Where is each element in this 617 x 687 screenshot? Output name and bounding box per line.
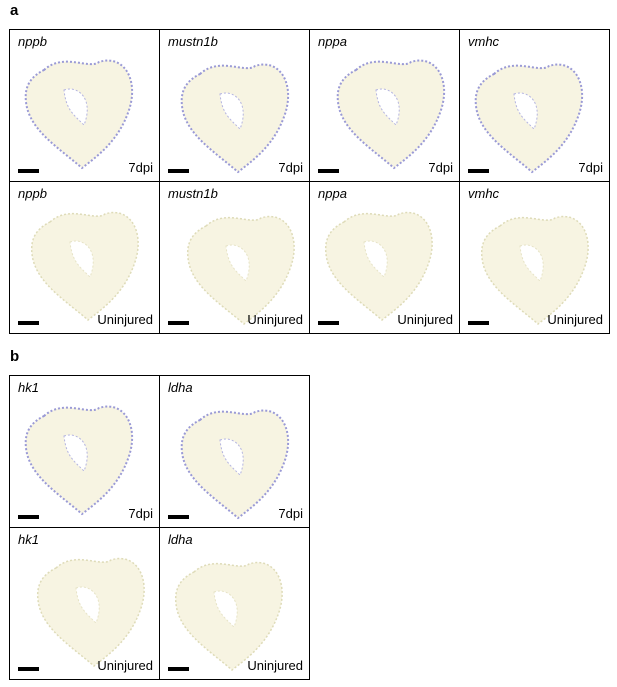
image-tile: ldha Uninjured [160,528,310,680]
condition-label: Uninjured [247,312,303,327]
gene-label: mustn1b [168,34,218,49]
heart-section [180,409,290,520]
heart-section [36,557,145,667]
gene-label: ldha [168,532,193,547]
panel-grid: nppb 7dpi mustn1b 7dpi nppa 7dpi vmhc 7dpi nppb U… [9,29,610,334]
heart-section [480,215,589,325]
image-tile: nppb 7dpi [10,30,160,182]
heart-section [186,215,295,325]
scale-bar [318,321,339,325]
scale-bar [318,169,339,173]
gene-label: hk1 [18,532,39,547]
gene-label: nppb [18,34,47,49]
scale-bar [168,169,189,173]
gene-label: ldha [168,380,193,395]
panel-label: a [10,2,19,19]
panel-grid: hk1 7dpi ldha 7dpi hk1 Uninjured ldha Uninjured [9,375,310,680]
scale-bar [168,321,189,325]
gene-label: mustn1b [168,186,218,201]
gene-label: vmhc [468,34,500,49]
image-tile: nppa 7dpi [310,30,460,182]
heart-section [336,59,446,170]
image-tile: ldha 7dpi [160,376,310,528]
scale-bar [18,515,39,519]
condition-label: 7dpi [278,506,303,521]
gene-label: nppa [318,34,347,49]
condition-label: Uninjured [97,312,153,327]
image-tile: vmhc 7dpi [460,30,610,182]
image-tile: hk1 7dpi [10,376,160,528]
gene-label: nppa [318,186,347,201]
scale-bar [168,515,189,519]
condition-label: 7dpi [278,160,303,175]
heart-section [174,561,283,671]
condition-label: Uninjured [547,312,603,327]
image-tile: mustn1b 7dpi [160,30,310,182]
heart-section [180,63,290,174]
image-tile: hk1 Uninjured [10,528,160,680]
image-tile: vmhc Uninjured [460,182,610,334]
heart-section [24,59,134,170]
condition-label: Uninjured [397,312,453,327]
condition-label: 7dpi [128,160,153,175]
heart-section [24,405,134,516]
scale-bar [18,169,39,173]
gene-label: vmhc [468,186,500,201]
scale-bar [18,667,39,671]
image-tile: nppb Uninjured [10,182,160,334]
condition-label: Uninjured [247,658,303,673]
condition-label: 7dpi [128,506,153,521]
panel-label: b [10,348,20,365]
condition-label: Uninjured [97,658,153,673]
gene-label: nppb [18,186,47,201]
image-tile: nppa Uninjured [310,182,460,334]
image-tile: mustn1b Uninjured [160,182,310,334]
heart-section [30,211,139,321]
heart-section [324,211,433,321]
scale-bar [468,169,489,173]
scale-bar [468,321,489,325]
scale-bar [168,667,189,671]
condition-label: 7dpi [578,160,603,175]
condition-label: 7dpi [428,160,453,175]
gene-label: hk1 [18,380,39,395]
heart-section [474,63,584,174]
scale-bar [18,321,39,325]
